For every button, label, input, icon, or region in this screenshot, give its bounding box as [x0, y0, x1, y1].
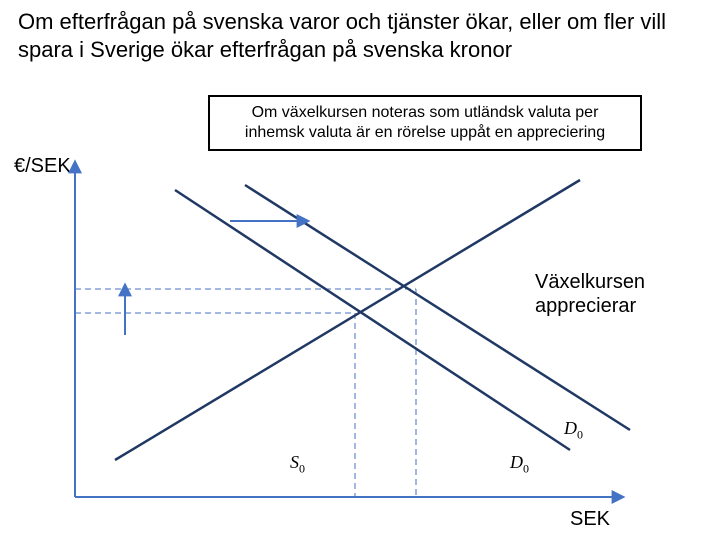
guide-lines: [75, 289, 416, 497]
supply-curve: [115, 180, 580, 460]
slide: { "title_text": "Om efterfrågan på svens…: [0, 0, 720, 540]
demand-curve-original: [175, 190, 570, 450]
axes: [75, 165, 620, 497]
chart-svg: [0, 0, 720, 540]
